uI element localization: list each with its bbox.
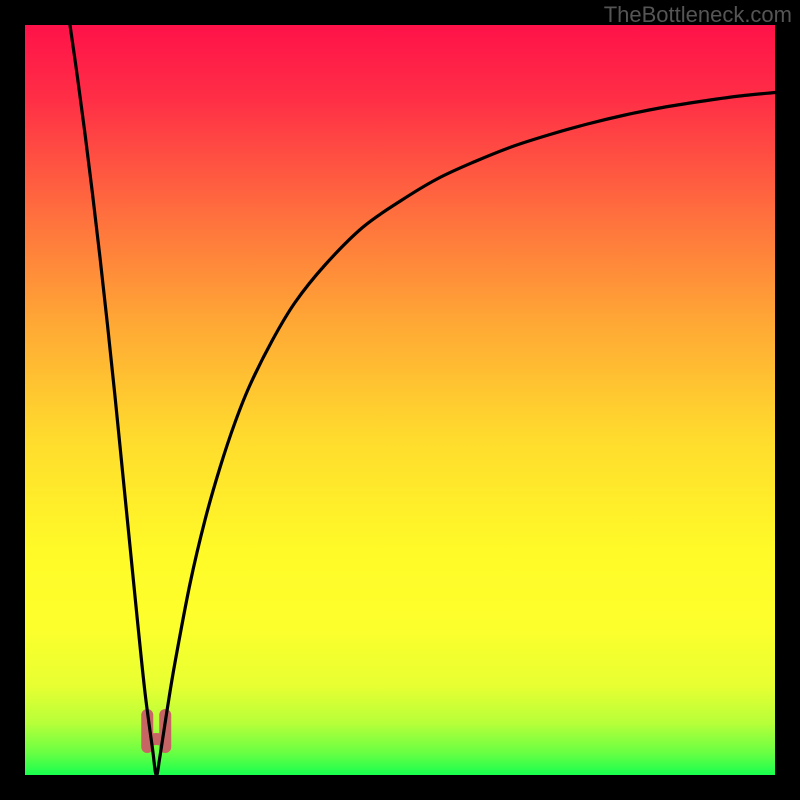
- gradient-background: [25, 25, 775, 775]
- bottleneck-plot: [0, 0, 800, 800]
- watermark-text: TheBottleneck.com: [604, 2, 792, 28]
- chart-container: TheBottleneck.com: [0, 0, 800, 800]
